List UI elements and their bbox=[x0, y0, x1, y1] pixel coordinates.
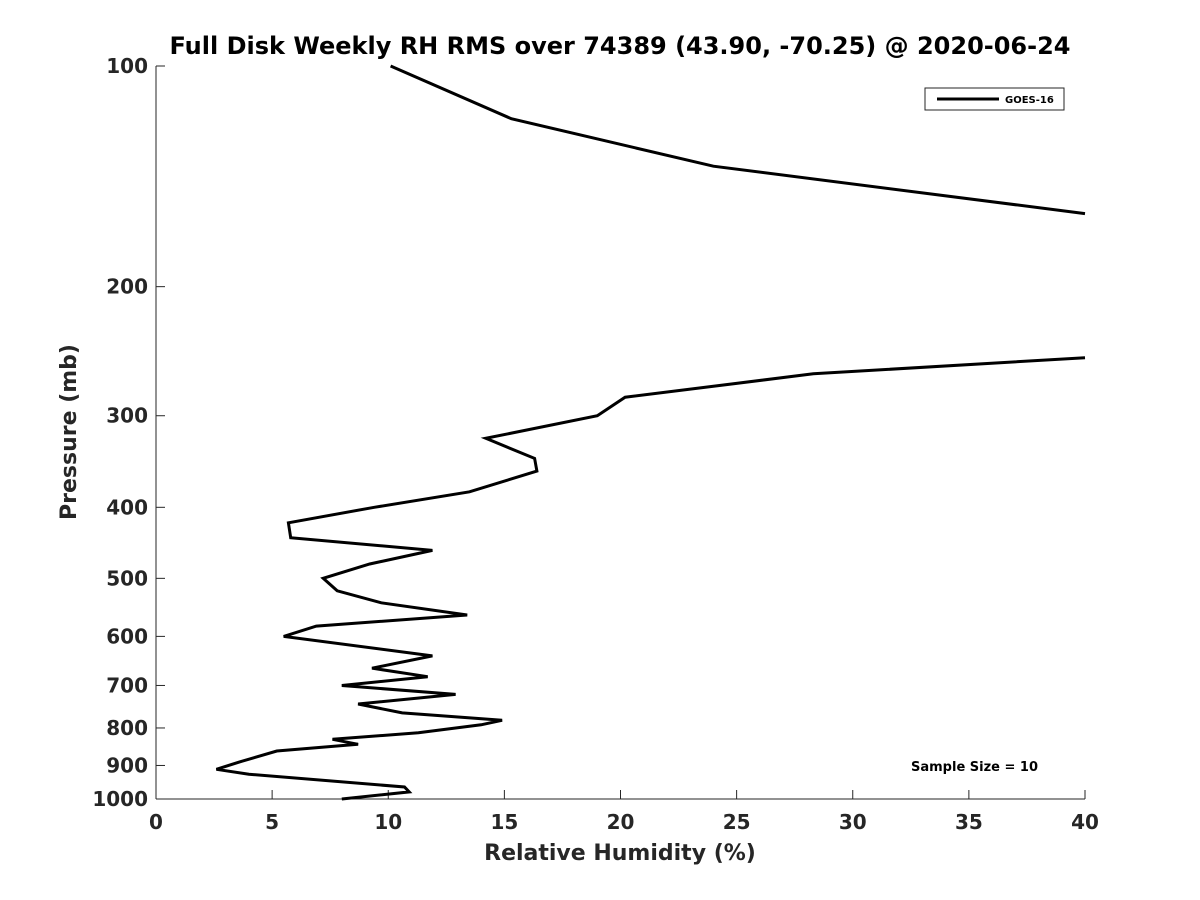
x-tick-label: 30 bbox=[839, 810, 867, 834]
x-tick-label: 40 bbox=[1071, 810, 1099, 834]
x-tick-label: 35 bbox=[955, 810, 983, 834]
y-tick-label: 100 bbox=[106, 54, 148, 78]
x-axis: 0 5 10 15 20 25 30 35 40 bbox=[149, 790, 1099, 834]
sample-size-annotation: Sample Size = 10 bbox=[911, 760, 1038, 775]
y-tick-label: 1000 bbox=[92, 787, 148, 811]
y-axis: 100 200 300 400 500 600 700 800 900 1000 bbox=[92, 54, 165, 811]
y-tick-label: 400 bbox=[106, 495, 148, 519]
chart-title: Full Disk Weekly RH RMS over 74389 (43.9… bbox=[169, 32, 1070, 60]
y-tick-label: 700 bbox=[106, 673, 148, 697]
x-axis-title: Relative Humidity (%) bbox=[484, 841, 756, 866]
y-tick-label: 900 bbox=[106, 753, 148, 777]
series-line-goes16-segment-2 bbox=[215, 356, 1086, 801]
legend-label: GOES-16 bbox=[1005, 95, 1054, 106]
y-tick-label: 200 bbox=[106, 275, 148, 299]
x-tick-label: 5 bbox=[265, 810, 279, 834]
y-tick-label: 600 bbox=[106, 624, 148, 648]
y-tick-label: 800 bbox=[106, 716, 148, 740]
legend: GOES-16 bbox=[924, 87, 1065, 111]
x-tick-label: 20 bbox=[607, 810, 635, 834]
x-tick-label: 0 bbox=[149, 810, 163, 834]
x-tick-label: 15 bbox=[490, 810, 518, 834]
series-line-goes16-segment-1 bbox=[389, 64, 1086, 216]
x-tick-label: 25 bbox=[723, 810, 751, 834]
x-tick-label: 10 bbox=[374, 810, 402, 834]
y-tick-label: 300 bbox=[106, 404, 148, 428]
plot-area bbox=[156, 66, 1085, 799]
y-axis-title: Pressure (mb) bbox=[57, 344, 82, 520]
y-tick-label: 500 bbox=[106, 566, 148, 590]
series-layer bbox=[215, 64, 1086, 801]
